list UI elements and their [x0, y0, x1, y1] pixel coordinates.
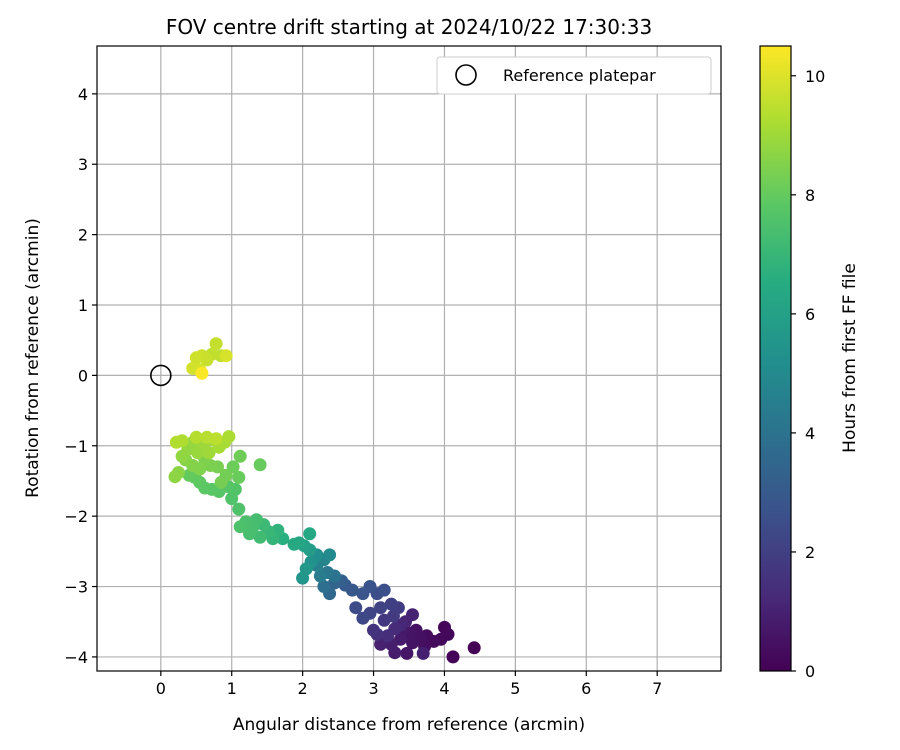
data-point: [233, 449, 247, 463]
y-tick-label: 1: [78, 296, 88, 315]
colorbar-tick-label: 6: [805, 305, 815, 324]
data-point: [209, 337, 223, 351]
x-tick-label: 2: [298, 679, 308, 698]
data-points: [168, 337, 481, 664]
data-point: [232, 502, 246, 516]
y-axis-ticks: −4 −3 −2 −1 0 1 2 3 4: [64, 85, 97, 667]
y-axis-label: Rotation from reference (arcmin): [23, 218, 43, 498]
x-tick-label: 0: [156, 679, 166, 698]
data-point: [317, 580, 331, 593]
data-point: [168, 470, 182, 484]
colorbar-tick-label: 10: [805, 67, 825, 86]
chart-title: FOV centre drift starting at 2024/10/22 …: [166, 15, 652, 39]
reference-point-marker: [150, 364, 172, 387]
data-point: [446, 650, 460, 664]
plot-frame: [96, 45, 722, 672]
data-point: [202, 446, 216, 460]
colorbar-tick-label: 2: [805, 543, 815, 562]
data-point: [182, 468, 196, 482]
data-point: [367, 623, 380, 637]
colorbar: [759, 45, 792, 672]
data-point: [384, 597, 398, 611]
data-point: [416, 646, 430, 660]
data-point: [313, 569, 327, 583]
data-point: [214, 475, 228, 489]
y-tick-label: 4: [78, 85, 88, 104]
data-point: [253, 458, 267, 472]
legend-box: [436, 56, 712, 95]
data-point: [381, 629, 395, 643]
data-point: [189, 351, 203, 365]
colorbar-ticks: 0 2 4 6 8 10: [791, 67, 825, 681]
data-point: [219, 349, 233, 363]
data-point: [377, 583, 391, 597]
colorbar-tick-label: 8: [805, 186, 815, 205]
y-tick-label: −2: [64, 507, 88, 526]
data-point: [303, 527, 317, 541]
data-point: [406, 636, 419, 650]
x-tick-label: 7: [652, 679, 662, 698]
data-point: [209, 432, 223, 446]
colorbar-tick-label: 4: [805, 424, 815, 443]
data-point: [233, 520, 247, 534]
data-point: [299, 562, 313, 576]
legend-marker: [455, 64, 477, 86]
x-tick-label: 1: [227, 679, 237, 698]
data-point: [374, 601, 388, 615]
y-tick-label: −3: [64, 578, 88, 597]
legend: Reference platepar: [436, 56, 712, 95]
data-point: [222, 430, 236, 444]
data-point: [374, 637, 388, 651]
y-tick-label: −4: [64, 648, 88, 667]
colorbar-tick-label: 0: [805, 662, 815, 681]
data-point: [356, 611, 370, 625]
data-point: [287, 537, 301, 551]
data-point: [232, 470, 246, 484]
x-tick-label: 3: [368, 679, 378, 698]
x-axis-label: Angular distance from reference (arcmin): [233, 715, 585, 735]
data-point: [189, 430, 203, 444]
data-point: [253, 530, 267, 544]
legend-label: Reference platepar: [503, 66, 656, 85]
y-tick-label: 3: [78, 155, 88, 174]
data-point: [195, 366, 209, 380]
y-tick-label: −1: [64, 437, 88, 456]
data-point: [400, 646, 414, 660]
y-tick-label: 0: [78, 366, 88, 385]
x-tick-label: 4: [439, 679, 449, 698]
data-point: [323, 548, 337, 562]
x-tick-label: 6: [581, 679, 591, 698]
data-point: [467, 641, 481, 655]
y-tick-label: 2: [78, 226, 88, 245]
data-point: [356, 587, 370, 601]
colorbar-label: Hours from first FF file: [840, 263, 860, 453]
x-axis-ticks: 0 1 2 3 4 5 6 7: [156, 671, 662, 698]
data-point: [169, 435, 183, 449]
x-tick-label: 5: [510, 679, 520, 698]
data-point: [349, 601, 363, 615]
data-point: [243, 527, 256, 541]
